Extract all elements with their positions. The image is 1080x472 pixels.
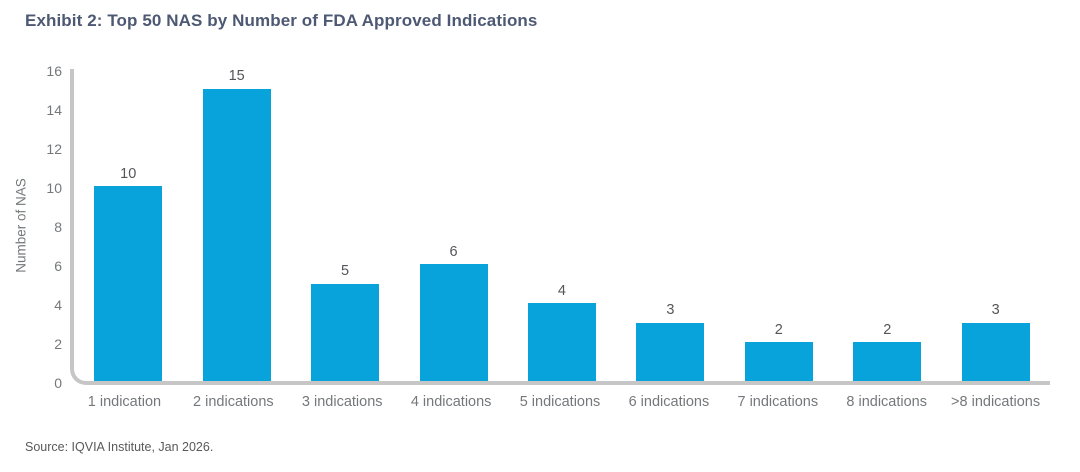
x-tick-label: 1 indication [87,394,162,410]
bar-value-label: 2 [774,321,783,338]
bar-value-label: 3 [991,302,1000,318]
y-tick-label: 0 [54,375,62,391]
bar-value-label: 10 [120,165,137,182]
bar-value-label: 5 [341,263,350,279]
bar-slot: 3 [942,69,1050,381]
x-tick-label: 2 indications [193,394,274,410]
bar [636,322,705,381]
bar-slot: 5 [291,69,399,381]
chart-title: Exhibit 2: Top 50 NAS by Number of FDA A… [25,11,538,30]
y-tick-label: 4 [54,297,62,313]
bar-slot: 2 [833,69,941,381]
y-tick-label: 12 [46,141,62,157]
bar-value-label: 4 [557,282,566,299]
bar-value-label: 2 [883,321,892,338]
bar-slot: 6 [399,69,507,381]
x-tick-label: 8 indications [846,394,927,410]
x-tick-label: 7 indications [737,394,819,410]
y-tick-label: 16 [46,63,62,79]
y-tick-label: 8 [54,219,62,235]
y-tick-label: 6 [54,258,62,274]
bar [419,264,488,381]
source-note: Source: IQVIA Institute, Jan 2026. [25,440,214,454]
bar-slot: 2 [725,69,833,381]
plot-area: 10 15 5 6 4 3 2 2 3 [70,69,1050,385]
bar-slot: 10 [74,69,182,381]
x-tick-label: 3 indications [301,394,383,410]
x-tick-label: >8 indications [951,394,1041,410]
y-tick-label: 14 [46,102,62,118]
bar-slot: 4 [508,69,616,381]
bar [961,322,1030,381]
x-axis-labels: 1 indication 2 indications 3 indications 4 … [70,394,1050,410]
bar-value-label: 6 [449,243,458,260]
bar-slot: 15 [182,69,290,381]
y-tick-label: 2 [54,336,62,352]
x-tick-label: 4 indications [410,394,492,410]
bar [744,342,813,381]
bar [202,88,271,381]
bar [527,303,596,381]
x-tick-label: 6 indications [628,394,710,410]
bars-container: 10 15 5 6 4 3 2 2 3 [74,69,1050,381]
bar [94,186,163,381]
y-tick-label: 10 [46,180,62,196]
y-axis-ticks: 0 2 4 6 8 10 12 14 16 [0,64,62,390]
bar-value-label: 3 [666,302,675,318]
bar-value-label: 15 [228,68,245,84]
bar [311,283,380,381]
bar [853,342,922,381]
bar-slot: 3 [616,69,724,381]
x-tick-label: 5 indications [519,394,601,410]
